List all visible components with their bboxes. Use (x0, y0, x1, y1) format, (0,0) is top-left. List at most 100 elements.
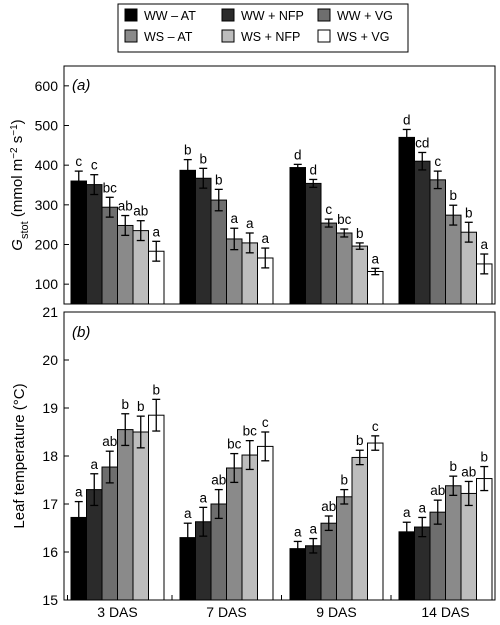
y-tick-label: 16 (42, 544, 58, 560)
significance-letter: b (184, 143, 192, 158)
bar (132, 431, 149, 601)
ylabel-a-main: G (9, 239, 26, 251)
significance-letter: c (262, 415, 269, 430)
y-tick-label: 21 (42, 304, 58, 320)
legend-swatch (124, 8, 138, 22)
y-tick-label: 200 (35, 237, 59, 253)
bar (117, 224, 134, 305)
significance-letter: c (325, 202, 332, 217)
bar (70, 180, 87, 305)
ylabel-a-mid: s (9, 136, 26, 148)
bar (289, 167, 306, 305)
significance-letter: a (90, 457, 98, 472)
bar (86, 184, 103, 305)
bar (305, 545, 322, 601)
significance-letter: c (434, 154, 441, 169)
bar (336, 496, 353, 601)
significance-letter: cd (415, 135, 429, 150)
panel-a-frame (63, 65, 496, 305)
significance-letter: b (449, 459, 457, 474)
significance-letter: ab (102, 434, 117, 449)
legend-swatch (317, 29, 331, 43)
significance-letter: a (152, 224, 160, 239)
bar (476, 478, 493, 601)
significance-letter: a (371, 251, 379, 266)
legend-label: WW + NFP (241, 9, 304, 23)
bar (351, 245, 368, 305)
significance-letter: ab (321, 499, 336, 514)
y-tick-label: 15 (42, 592, 58, 608)
significance-letter: ab (430, 483, 445, 498)
panel-b-plot: 15161718192021aaaaaaaaababababbbcbbbbcba… (42, 304, 493, 608)
ylabel-a-pre: (mmol m (9, 159, 26, 222)
legend: WW – AT WW + NFP WW + VG WS – AT WS + NFP WS … (117, 3, 409, 53)
bar (414, 526, 431, 601)
x-tick-label: 3 DAS (97, 604, 137, 620)
y-tick-label: 17 (42, 496, 58, 512)
y-tick-label: 20 (42, 352, 58, 368)
significance-letter: d (294, 147, 302, 162)
significance-letter: a (403, 505, 411, 520)
panel-b: (b) Leaf temperature (°C) 15 16 17 18 19 20 21… (11, 304, 496, 608)
bar (305, 182, 322, 305)
legend-label: WS – AT (144, 30, 193, 44)
significance-letter: b (152, 382, 160, 397)
y-tick-label: 300 (35, 197, 59, 213)
y-tick-label: 19 (42, 400, 58, 416)
significance-letter: b (449, 188, 457, 203)
x-tick-label: 9 DAS (316, 604, 356, 620)
significance-letter: bc (103, 180, 118, 195)
bar (429, 179, 446, 305)
bar (226, 467, 243, 601)
bar (210, 199, 227, 305)
ylabel-a-sup1: −2 (9, 147, 20, 159)
ylabel-a-sub: stot (19, 221, 31, 239)
bar (429, 511, 446, 601)
bar (351, 456, 368, 601)
significance-letter: c (75, 154, 82, 169)
significance-letter: a (184, 506, 192, 521)
panel-b-label: (b) (72, 324, 90, 341)
significance-letter: ab (118, 199, 133, 214)
legend-label: WS + VG (337, 30, 389, 44)
bar (241, 454, 258, 601)
significance-letter: b (199, 151, 207, 166)
x-tick-label: 7 DAS (206, 604, 246, 620)
bar (445, 485, 462, 601)
bar (257, 445, 274, 601)
bar (179, 169, 196, 305)
bar (320, 222, 337, 305)
y-tick-label: 100 (35, 276, 59, 292)
y-tick-label: 18 (42, 448, 58, 464)
legend-label: WS + NFP (241, 30, 300, 44)
bar (117, 429, 134, 601)
bar (460, 231, 477, 305)
bar (398, 136, 415, 305)
bar (336, 232, 353, 305)
significance-letter: b (465, 205, 473, 220)
bar (460, 492, 477, 601)
x-axis: 3 DAS 7 DAS 9 DAS 14 DAS (67, 595, 470, 620)
significance-letter: a (480, 237, 488, 252)
significance-letter: a (75, 485, 83, 500)
panel-a-ylabel: Gstot (mmol m−2 s−1) (9, 119, 32, 250)
bar (367, 270, 384, 305)
significance-letter: a (246, 216, 254, 231)
bar (445, 214, 462, 305)
bar (86, 489, 103, 601)
legend-swatch (221, 29, 235, 43)
bar (195, 177, 212, 305)
x-tick-label: 14 DAS (421, 604, 469, 620)
panel-a-label: (a) (72, 77, 90, 94)
significance-letter: b (480, 450, 488, 465)
legend-swatch (221, 8, 235, 22)
significance-letter: bc (337, 212, 352, 227)
significance-letter: b (121, 397, 129, 412)
significance-letter: c (91, 158, 98, 173)
bar (148, 414, 165, 601)
legend-label: WW – AT (144, 9, 196, 23)
legend-box (117, 3, 409, 53)
significance-letter: a (294, 524, 302, 539)
bar (101, 206, 118, 305)
